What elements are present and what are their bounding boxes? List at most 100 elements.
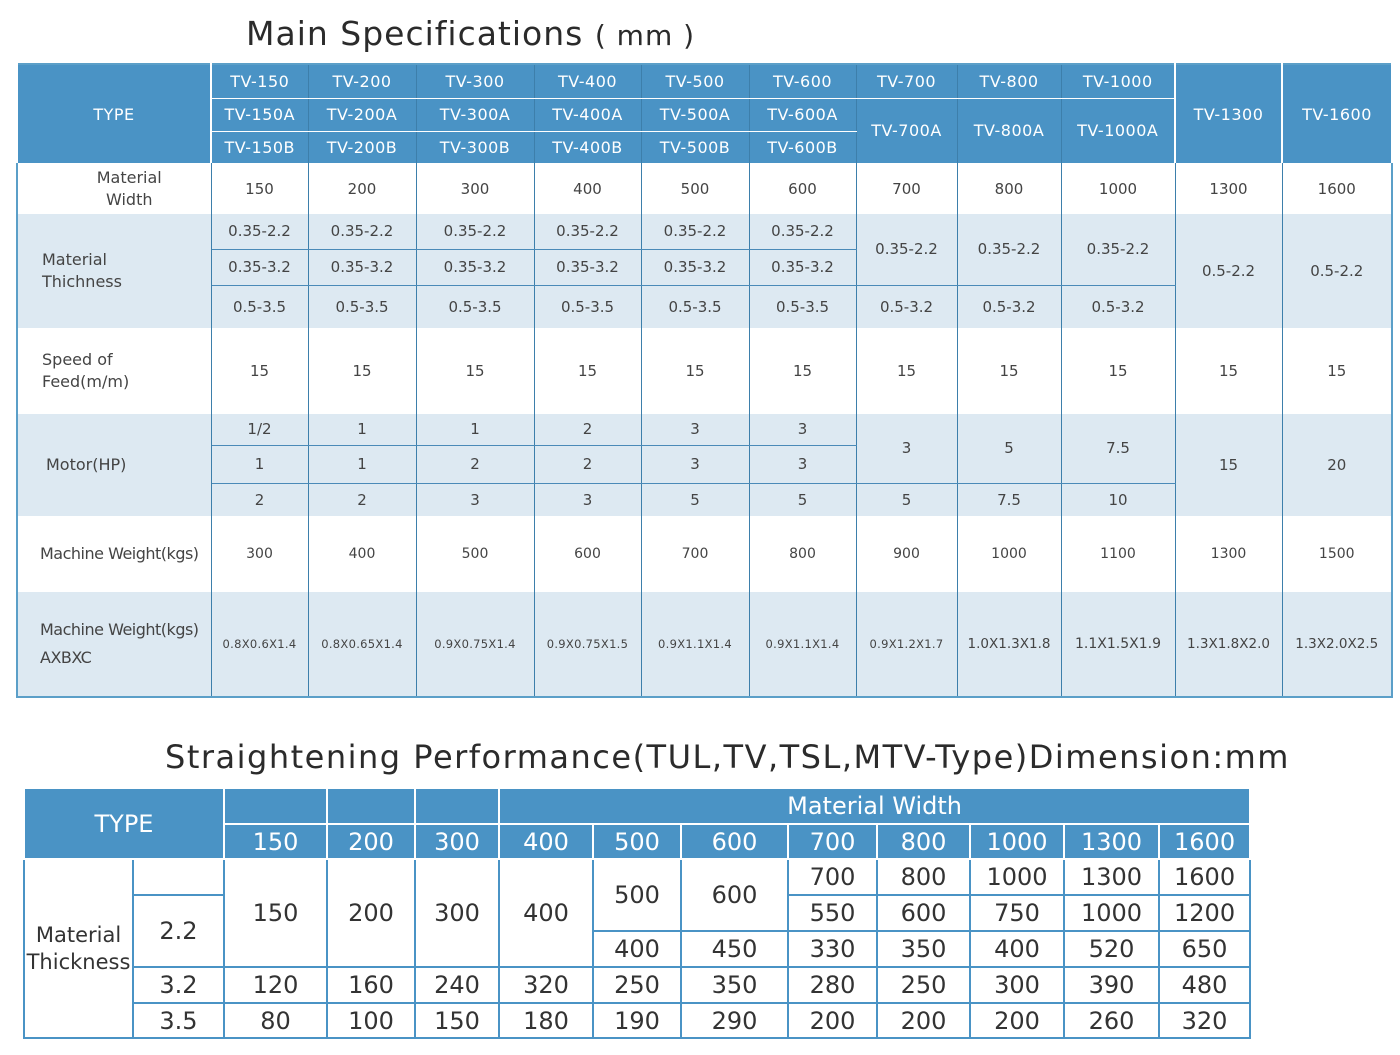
value-cell: 500 xyxy=(640,163,750,214)
label-line: Thichness xyxy=(42,272,122,291)
value-cell: 1000 xyxy=(1063,894,1160,932)
value-cell: 3 xyxy=(855,414,958,484)
model-cell: TV-500B xyxy=(640,131,750,163)
value-cell: 0.35-2.2 xyxy=(533,214,642,250)
value-cell: 0.5-3.5 xyxy=(640,285,750,328)
width-header: 800 xyxy=(876,823,971,860)
width-header: 700 xyxy=(787,823,878,860)
label-line: Feed(m/m) xyxy=(42,372,130,391)
value-cell: 0.5-2.2 xyxy=(1281,214,1393,328)
value-cell: 1/2 xyxy=(210,414,309,446)
value-cell: 800 xyxy=(748,516,857,592)
type-header: TYPE xyxy=(23,787,225,860)
value-cell: 0.35-3.2 xyxy=(307,249,417,286)
value-cell: 0.5-3.5 xyxy=(533,285,642,328)
width-header: 200 xyxy=(326,823,416,860)
value-cell: 1300 xyxy=(1174,516,1283,592)
model-cell: TV-700A xyxy=(855,98,958,163)
main-specifications-table: TYPE TV-150 TV-200 TV-300 TV-400 TV-500 … xyxy=(16,63,1393,698)
value-cell: 7.5 xyxy=(1060,414,1176,484)
value-cell: 1.3X1.8X2.0 xyxy=(1174,592,1283,697)
value-cell: 0.5-3.5 xyxy=(748,285,857,328)
model-cell: TV-1300 xyxy=(1174,64,1283,163)
width-header: 1600 xyxy=(1157,823,1252,860)
value-cell: 200 xyxy=(876,1002,971,1039)
value-cell: 600 xyxy=(748,163,857,214)
value-cell: 1 xyxy=(210,445,309,484)
label-line: Thickness xyxy=(26,949,131,974)
value-cell: 700 xyxy=(640,516,750,592)
value-cell: 350 xyxy=(876,930,971,968)
value-cell: 300 xyxy=(969,966,1065,1004)
value-cell: 700 xyxy=(787,858,878,896)
model-cell: TV-600B xyxy=(748,131,857,163)
value-cell: 3 xyxy=(640,445,750,484)
title-unit: ( mm ) xyxy=(594,19,696,52)
value-cell: 1 xyxy=(307,414,417,446)
value-cell: 15 xyxy=(855,328,958,414)
value-cell: 260 xyxy=(1063,1002,1160,1039)
width-header: 1300 xyxy=(1063,823,1160,860)
material-width-label: Material Width xyxy=(16,163,212,214)
value-cell: 5 xyxy=(855,483,958,516)
value-cell: 0.35-2.2 xyxy=(1060,214,1176,286)
value-cell: 120 xyxy=(223,966,328,1004)
model-cell: TV-400A xyxy=(533,98,642,132)
model-cell: TV-400 xyxy=(533,64,642,99)
value-cell: 1300 xyxy=(1174,163,1283,214)
material-thickness-label: Material Thichness xyxy=(16,214,212,328)
value-cell: 0.5-3.5 xyxy=(415,285,535,328)
speed-of-feed-label: Speed of Feed(m/m) xyxy=(16,328,212,414)
value-cell: 0.35-3.2 xyxy=(210,249,309,286)
value-cell: 3 xyxy=(748,414,857,446)
value-cell: 0.5-3.2 xyxy=(1060,285,1176,328)
model-cell: TV-150 xyxy=(210,64,309,99)
model-cell: TV-400B xyxy=(533,131,642,163)
value-cell: 0.35-2.2 xyxy=(307,214,417,250)
value-cell: 400 xyxy=(498,858,594,968)
value-cell: 650 xyxy=(1157,930,1252,968)
value-cell: 1000 xyxy=(1060,163,1176,214)
material-thickness-label: Material Thickness xyxy=(23,858,134,1039)
value-cell: 0.5-2.2 xyxy=(1174,214,1283,328)
value-cell: 5 xyxy=(640,483,750,516)
value-cell: 500 xyxy=(592,858,682,932)
material-width-header: Material Width xyxy=(497,787,1252,825)
value-cell: 300 xyxy=(210,516,309,592)
value-cell: 500 xyxy=(415,516,535,592)
value-cell: 0.35-3.2 xyxy=(415,249,535,286)
value-cell: 7.5 xyxy=(956,483,1062,516)
value-cell: 1.1X1.5X1.9 xyxy=(1060,592,1176,697)
value-cell: 1200 xyxy=(1157,894,1252,932)
value-cell: 800 xyxy=(876,858,971,896)
value-cell: 15 xyxy=(307,328,417,414)
value-cell: 0.5-3.5 xyxy=(307,285,417,328)
label-line: Width xyxy=(106,189,153,209)
value-cell: 150 xyxy=(414,1002,500,1039)
value-cell: 330 xyxy=(787,930,878,968)
value-cell: 400 xyxy=(307,516,417,592)
value-cell: 160 xyxy=(326,966,416,1004)
value-cell: 550 xyxy=(787,894,878,932)
value-cell: 3 xyxy=(415,483,535,516)
value-cell: 0.35-2.2 xyxy=(210,214,309,250)
model-cell: TV-1000 xyxy=(1060,64,1176,99)
width-header: 300 xyxy=(414,823,500,860)
label-line: Material xyxy=(42,250,107,269)
width-header: 150 xyxy=(223,823,328,860)
value-cell: 2 xyxy=(533,445,642,484)
value-cell: 190 xyxy=(592,1002,682,1039)
width-header: 400 xyxy=(498,823,594,860)
thickness-blank xyxy=(132,858,225,896)
title-main: Main Specifications xyxy=(246,14,584,53)
value-cell: 1000 xyxy=(956,516,1062,592)
value-cell: 15 xyxy=(1174,414,1283,516)
value-cell: 400 xyxy=(592,930,682,968)
value-cell: 200 xyxy=(326,858,416,968)
value-cell: 5 xyxy=(956,414,1062,484)
width-header: 500 xyxy=(592,823,682,860)
model-cell: TV-500A xyxy=(640,98,750,132)
straightening-performance-table: TYPE Material Width 150 200 300 400 500 … xyxy=(23,787,1252,1039)
value-cell: 900 xyxy=(855,516,958,592)
value-cell: 10 xyxy=(1060,483,1176,516)
